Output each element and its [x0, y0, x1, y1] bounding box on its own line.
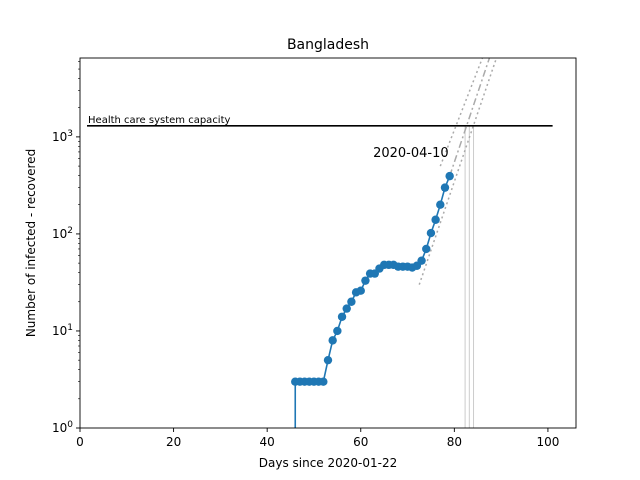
data-point-14 [356, 286, 365, 295]
vertical-markers [464, 125, 475, 428]
x-axis: 0 20 40 60 80 100 [76, 428, 559, 449]
data-point-30 [431, 215, 440, 224]
capacity-label: Health care system capacity [88, 115, 230, 126]
x-tick-label-3: 60 [353, 435, 368, 449]
data-point-29 [426, 228, 436, 238]
y-axis-label: Number of infected - recovered [24, 149, 38, 337]
data-point-32 [440, 183, 450, 192]
data-point-6 [319, 377, 328, 386]
plot-frame [79, 57, 577, 429]
y-tick-label-2: 102 [52, 226, 73, 241]
data-point-15 [361, 276, 370, 285]
y-tick-label-3: 103 [52, 129, 73, 144]
x-tick-label-0: 0 [76, 435, 84, 449]
projection-line-1 [439, 57, 484, 167]
x-tick-label-1: 20 [166, 435, 181, 449]
projection-lines [418, 57, 498, 285]
capacity-group: Health care system capacity [87, 115, 553, 127]
y-tick-label-0: 100 [52, 420, 73, 435]
series-layer [291, 171, 454, 428]
data-point-10 [337, 312, 347, 321]
y-axis: 100 101 102 103 [52, 61, 80, 435]
data-point-31 [436, 200, 445, 209]
x-tick-label-5: 100 [536, 435, 559, 449]
x-axis-label: Days since 2020-01-22 [259, 456, 398, 470]
chart-title: Bangladesh [287, 37, 369, 53]
y-tick-label-1: 101 [52, 323, 73, 338]
data-point-8 [328, 336, 337, 345]
x-tick-label-4: 80 [447, 435, 462, 449]
projection-line-2 [448, 57, 491, 177]
x-tick-label-2: 40 [260, 435, 275, 449]
data-point-33 [445, 171, 454, 181]
plot-area [80, 58, 576, 428]
data-point-11 [342, 304, 351, 313]
data-point-12 [347, 297, 356, 306]
date-annotation: 2020-04-10 [373, 146, 449, 161]
data-point-27 [417, 256, 426, 265]
data-point-9 [333, 326, 342, 336]
data-point-28 [422, 244, 431, 254]
data-point-7 [323, 355, 333, 365]
